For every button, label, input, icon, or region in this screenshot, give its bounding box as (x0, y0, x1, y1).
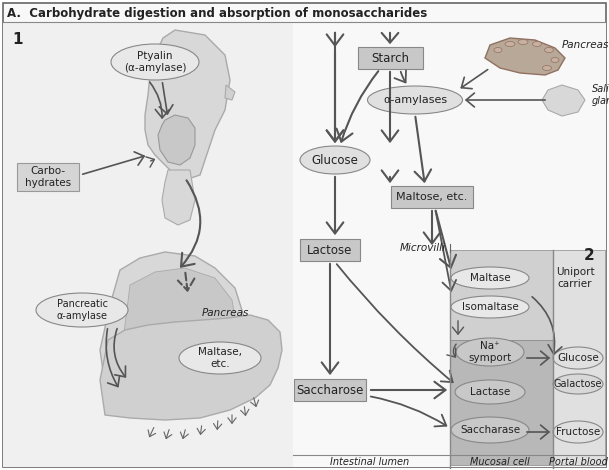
FancyBboxPatch shape (450, 340, 553, 465)
Ellipse shape (451, 296, 529, 318)
Text: Saccharase: Saccharase (460, 425, 520, 435)
Text: Mucosal cell: Mucosal cell (470, 457, 530, 467)
Text: Glucose: Glucose (557, 353, 599, 363)
Ellipse shape (543, 65, 552, 70)
Text: Maltase,
etc.: Maltase, etc. (198, 347, 242, 369)
Text: 2: 2 (584, 248, 595, 263)
Ellipse shape (111, 44, 199, 80)
Text: Lactose: Lactose (308, 243, 353, 257)
FancyBboxPatch shape (294, 379, 366, 401)
Ellipse shape (532, 41, 541, 47)
Polygon shape (542, 85, 585, 116)
Polygon shape (100, 315, 282, 420)
Text: Starch: Starch (371, 52, 409, 64)
Polygon shape (158, 115, 195, 165)
Polygon shape (162, 170, 195, 225)
Polygon shape (100, 252, 248, 418)
Ellipse shape (505, 41, 515, 47)
Ellipse shape (494, 47, 502, 53)
Text: Pancreas: Pancreas (562, 40, 609, 50)
Ellipse shape (451, 417, 529, 443)
Text: Maltose, etc.: Maltose, etc. (396, 192, 468, 202)
Text: Salivary
glands: Salivary glands (592, 84, 609, 106)
Text: A.  Carbohydrate digestion and absorption of monosaccharides: A. Carbohydrate digestion and absorption… (7, 7, 428, 19)
Ellipse shape (456, 338, 524, 366)
Polygon shape (485, 38, 565, 75)
Polygon shape (225, 85, 235, 100)
Text: Saccharose: Saccharose (297, 384, 364, 397)
FancyBboxPatch shape (391, 186, 473, 208)
Ellipse shape (544, 47, 554, 53)
Ellipse shape (553, 347, 603, 369)
Polygon shape (145, 30, 230, 180)
Ellipse shape (367, 86, 462, 114)
Text: Portal blood: Portal blood (549, 457, 607, 467)
Text: Carbo-
hydrates: Carbo- hydrates (25, 166, 71, 188)
FancyBboxPatch shape (3, 3, 606, 467)
FancyBboxPatch shape (293, 22, 606, 467)
Polygon shape (120, 268, 238, 405)
Text: Pancreas: Pancreas (202, 308, 248, 318)
Ellipse shape (300, 146, 370, 174)
Text: 1: 1 (12, 32, 23, 47)
Ellipse shape (179, 342, 261, 374)
Text: Glucose: Glucose (312, 154, 359, 166)
Text: Lactase: Lactase (470, 387, 510, 397)
Text: Intestinal lumen: Intestinal lumen (331, 457, 410, 467)
FancyBboxPatch shape (357, 47, 423, 69)
Text: Galactose: Galactose (554, 379, 602, 389)
FancyBboxPatch shape (300, 239, 360, 261)
Ellipse shape (455, 380, 525, 404)
Text: Maltase: Maltase (470, 273, 510, 283)
Ellipse shape (551, 57, 559, 63)
FancyBboxPatch shape (553, 250, 605, 465)
Text: Ptyalin
(α-amylase): Ptyalin (α-amylase) (124, 51, 186, 73)
Text: Isomaltase: Isomaltase (462, 302, 518, 312)
FancyBboxPatch shape (450, 250, 553, 340)
Ellipse shape (553, 374, 603, 394)
Text: Microvilli: Microvilli (400, 243, 446, 253)
Text: Fructose: Fructose (556, 427, 600, 437)
Ellipse shape (518, 39, 528, 45)
Ellipse shape (36, 293, 128, 327)
FancyBboxPatch shape (17, 163, 79, 191)
Text: Na⁺
symport: Na⁺ symport (468, 341, 512, 363)
Text: α-amylases: α-amylases (383, 95, 447, 105)
Text: Pancreatic
α-amylase: Pancreatic α-amylase (57, 299, 108, 321)
Text: Uniport
carrier: Uniport carrier (555, 267, 594, 289)
Ellipse shape (451, 267, 529, 289)
Ellipse shape (553, 421, 603, 443)
FancyBboxPatch shape (3, 22, 293, 467)
